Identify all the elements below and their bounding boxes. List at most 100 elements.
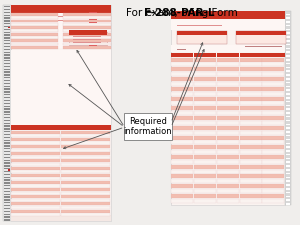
Bar (262, 135, 284, 140)
Bar (11, 28, 111, 48)
Bar (11, 138, 60, 141)
Bar (4, 128, 10, 130)
Bar (171, 111, 193, 115)
Bar (171, 140, 193, 144)
Bar (11, 16, 58, 19)
Bar (61, 177, 110, 180)
Bar (4, 123, 10, 124)
Bar (240, 111, 262, 115)
Bar (171, 194, 193, 198)
Bar (61, 206, 110, 209)
Bar (11, 36, 58, 39)
Bar (194, 67, 216, 71)
Bar (4, 15, 10, 16)
Bar (4, 125, 10, 127)
Bar (63, 16, 111, 19)
Bar (171, 135, 193, 140)
Bar (286, 48, 290, 49)
Bar (217, 179, 239, 183)
Bar (11, 29, 58, 32)
Bar (240, 194, 262, 198)
Bar (61, 142, 110, 144)
Bar (63, 33, 111, 36)
Bar (171, 199, 193, 203)
Bar (262, 121, 284, 125)
Bar (11, 163, 60, 166)
Bar (286, 29, 290, 30)
Bar (262, 97, 284, 101)
Bar (194, 184, 216, 188)
Bar (4, 208, 10, 209)
Bar (262, 170, 284, 174)
Bar (286, 93, 290, 95)
Bar (31, 20, 76, 21)
Bar (63, 26, 111, 29)
Bar (171, 179, 193, 183)
Bar (217, 165, 239, 169)
Bar (31, 16, 66, 17)
Bar (11, 188, 60, 191)
Bar (217, 160, 239, 164)
Bar (217, 77, 239, 81)
Bar (4, 211, 10, 212)
Bar (11, 26, 58, 29)
Bar (194, 101, 216, 106)
Bar (171, 160, 193, 164)
Bar (217, 67, 239, 71)
Bar (262, 53, 285, 57)
Bar (4, 202, 10, 203)
Bar (4, 177, 10, 178)
Bar (240, 184, 262, 188)
Bar (240, 121, 262, 125)
Bar (240, 101, 262, 106)
Bar (4, 142, 10, 144)
Bar (286, 146, 290, 148)
Bar (171, 106, 193, 110)
Bar (4, 165, 10, 166)
Bar (194, 165, 216, 169)
Bar (4, 103, 10, 104)
Bar (194, 174, 216, 178)
Bar (171, 145, 193, 149)
Bar (194, 87, 216, 91)
Bar (3, 4, 10, 220)
Bar (286, 82, 290, 83)
Bar (4, 219, 10, 220)
Bar (286, 74, 290, 76)
Bar (286, 162, 290, 163)
Bar (61, 213, 110, 216)
Bar (286, 180, 290, 182)
Bar (73, 42, 101, 43)
Bar (217, 174, 239, 178)
Bar (240, 97, 262, 101)
FancyBboxPatch shape (124, 113, 172, 140)
Bar (286, 55, 290, 57)
Bar (240, 77, 262, 81)
Bar (11, 149, 60, 152)
Bar (177, 31, 227, 35)
Bar (171, 67, 193, 71)
Bar (63, 39, 111, 42)
Bar (61, 145, 110, 148)
Bar (171, 82, 193, 86)
Bar (171, 19, 285, 30)
Bar (286, 120, 290, 121)
Bar (4, 100, 10, 101)
Bar (194, 155, 216, 159)
Bar (4, 20, 10, 22)
Bar (240, 67, 262, 71)
Bar (11, 43, 58, 45)
Bar (4, 34, 10, 36)
Bar (4, 54, 10, 56)
Bar (61, 138, 110, 141)
Bar (171, 155, 193, 159)
Bar (63, 13, 111, 16)
Bar (194, 72, 216, 76)
Bar (4, 71, 10, 73)
Bar (4, 148, 10, 149)
Bar (217, 145, 239, 149)
Bar (286, 14, 290, 15)
Bar (11, 13, 58, 16)
Bar (11, 33, 58, 36)
Bar (171, 45, 285, 52)
